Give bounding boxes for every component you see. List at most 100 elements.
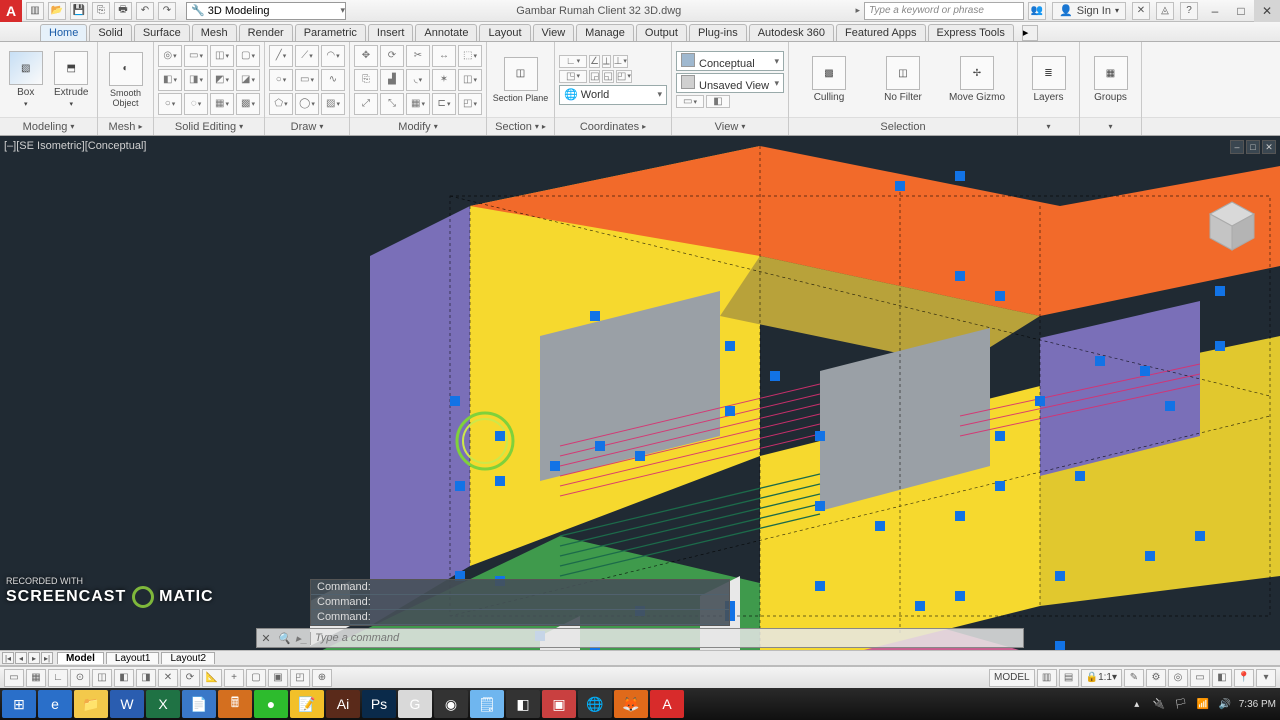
status-icon[interactable]: ⊙	[70, 669, 90, 687]
ucs2-icon[interactable]: ∠	[589, 55, 600, 68]
tab-render[interactable]: Render	[239, 24, 293, 41]
tool-icon[interactable]: ◎	[158, 45, 182, 67]
taskbar-excel-icon[interactable]: X	[146, 690, 180, 718]
smooth-object-button[interactable]: ◐Smooth Object	[102, 52, 149, 108]
visual-style-combo[interactable]: Conceptual▾	[676, 51, 784, 71]
copy-icon[interactable]: ⎘	[354, 69, 378, 91]
view-tool-icon[interactable]: ◧	[706, 95, 730, 108]
view-combo[interactable]: Unsaved View▾	[676, 73, 784, 93]
taskbar-wordpad-icon[interactable]: 📄	[182, 690, 216, 718]
status-icon[interactable]: 📍	[1234, 669, 1254, 687]
array-icon[interactable]: ▦	[406, 93, 430, 115]
chevron-icon[interactable]: ▸	[852, 5, 865, 16]
ucs3-icon[interactable]: ⟂	[602, 55, 611, 68]
tab-insert[interactable]: Insert	[368, 24, 414, 41]
tool-icon[interactable]: ◌	[184, 93, 208, 115]
first-icon[interactable]: |◂	[2, 652, 14, 664]
tab-autodesk-360[interactable]: Autodesk 360	[749, 24, 834, 41]
movegizmo-button[interactable]: ✢Move Gizmo	[941, 56, 1013, 103]
ucs6-icon[interactable]: ◲	[589, 70, 600, 83]
tray-vol-icon[interactable]: 🔊	[1217, 696, 1233, 712]
tab-output[interactable]: Output	[636, 24, 687, 41]
tool-icon[interactable]: ◩	[210, 69, 234, 91]
rect-icon[interactable]: ▭	[295, 69, 319, 91]
box-button[interactable]: ▧Box▾	[4, 51, 48, 108]
tool-icon[interactable]: ◫	[458, 69, 482, 91]
status-icon[interactable]: ✕	[158, 669, 178, 687]
tray-usb-icon[interactable]: 🔌	[1151, 696, 1167, 712]
status-icon[interactable]: ▢	[246, 669, 266, 687]
status-icon[interactable]: ▾	[1256, 669, 1276, 687]
tab-view[interactable]: View	[533, 24, 575, 41]
hatch-icon[interactable]: ▨	[321, 93, 345, 115]
ucs7-icon[interactable]: ◱	[602, 70, 613, 83]
spline-icon[interactable]: ∿	[321, 69, 345, 91]
tab-solid[interactable]: Solid	[89, 24, 131, 41]
saveas-icon[interactable]: ⎘	[92, 2, 110, 20]
view-tool-icon[interactable]: ▭	[676, 95, 704, 108]
layers-button[interactable]: ≣Layers	[1022, 56, 1075, 103]
status-icon[interactable]: ▣	[268, 669, 288, 687]
scale-button[interactable]: 🔒 1:1 ▾	[1081, 669, 1122, 687]
tool-icon[interactable]: ▦	[210, 93, 234, 115]
taskbar-chrome-icon[interactable]: 🌐	[578, 690, 612, 718]
taskbar-word-icon[interactable]: W	[110, 690, 144, 718]
tool-icon[interactable]: ◨	[184, 69, 208, 91]
nofilter-button[interactable]: ◫No Filter	[867, 56, 939, 103]
cmd-close-icon[interactable]: ✕	[257, 632, 275, 645]
status-icon[interactable]: ◎	[1168, 669, 1188, 687]
extend-icon[interactable]: ↔	[432, 45, 456, 67]
status-icon[interactable]: ▤	[1059, 669, 1079, 687]
status-icon[interactable]: ◰	[290, 669, 310, 687]
status-icon[interactable]: ◨	[136, 669, 156, 687]
tab-plug-ins[interactable]: Plug-ins	[689, 24, 747, 41]
search-input[interactable]: Type a keyword or phrase	[864, 2, 1024, 20]
status-icon[interactable]: ▭	[1190, 669, 1210, 687]
taskbar-calc-icon[interactable]: 🖩	[218, 690, 252, 718]
exchange-icon[interactable]: ✕	[1132, 2, 1150, 20]
prev-icon[interactable]: ◂	[15, 652, 27, 664]
next-icon[interactable]: ▸	[28, 652, 40, 664]
groups-button[interactable]: ▦Groups	[1084, 56, 1137, 103]
arc-icon[interactable]: ◠	[321, 45, 345, 67]
tab-manage[interactable]: Manage	[576, 24, 634, 41]
tab-surface[interactable]: Surface	[134, 24, 190, 41]
new-icon[interactable]: ▥	[26, 2, 44, 20]
circle-icon[interactable]: ○	[269, 69, 293, 91]
save-icon[interactable]: 💾	[70, 2, 88, 20]
scale-icon[interactable]: ⤡	[380, 93, 404, 115]
layout-tab-model[interactable]: Model	[57, 652, 104, 664]
workspace-selector[interactable]: 🔧 3D Modeling▾	[186, 2, 346, 20]
status-icon[interactable]: ⟳	[180, 669, 200, 687]
close-button[interactable]: ✕	[1254, 0, 1280, 22]
taskbar-note-icon[interactable]: 📝	[290, 690, 324, 718]
help-icon[interactable]: ?	[1180, 2, 1198, 20]
tray-flag-icon[interactable]: 🏳	[1173, 696, 1189, 712]
drawing-area[interactable]: [–][SE Isometric][Conceptual] – □ ✕	[0, 136, 1280, 650]
status-icon[interactable]: ⚙	[1146, 669, 1166, 687]
model-space-button[interactable]: MODEL	[989, 669, 1035, 687]
move-icon[interactable]: ✥	[354, 45, 378, 67]
status-icon[interactable]: ◧	[1212, 669, 1232, 687]
layout-tab-layout1[interactable]: Layout1	[106, 652, 160, 664]
culling-button[interactable]: ▩Culling	[793, 56, 865, 103]
taskbar-app2-icon[interactable]: ▣	[542, 690, 576, 718]
status-icon[interactable]: ▦	[26, 669, 46, 687]
cmd-recent-icon[interactable]: 🔍	[275, 632, 293, 645]
ucs8-icon[interactable]: ◰	[616, 70, 632, 83]
tool-icon[interactable]: ◪	[236, 69, 260, 91]
tool-icon[interactable]: ◫	[210, 45, 234, 67]
trim-icon[interactable]: ✂	[406, 45, 430, 67]
taskbar-ff-icon[interactable]: 🦊	[614, 690, 648, 718]
signin-glyph-icon[interactable]: 👥	[1028, 2, 1046, 20]
taskbar-acad-icon[interactable]: A	[650, 690, 684, 718]
taskbar-notes-icon[interactable]: 🗒	[470, 690, 504, 718]
cloud-icon[interactable]: ◬	[1156, 2, 1174, 20]
app-logo[interactable]: A	[0, 0, 22, 22]
status-icon[interactable]: +	[224, 669, 244, 687]
status-icon[interactable]: ◫	[92, 669, 112, 687]
taskbar-app1-icon[interactable]: ◧	[506, 690, 540, 718]
undo-icon[interactable]: ↶	[136, 2, 154, 20]
taskbar-start-icon[interactable]: ⊞	[2, 690, 36, 718]
tool-icon[interactable]: ◰	[458, 93, 482, 115]
